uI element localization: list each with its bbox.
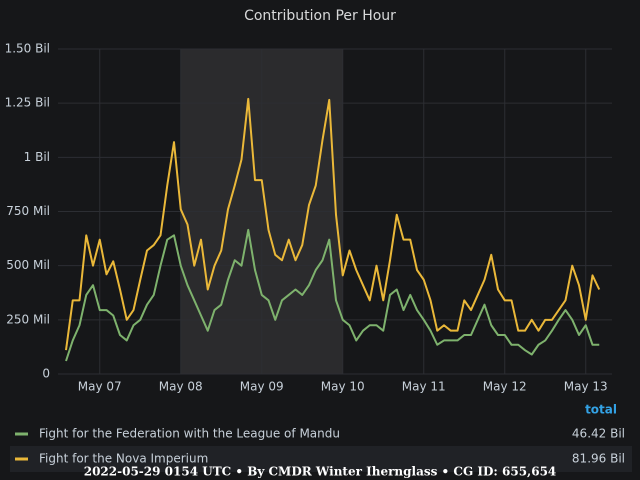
series-line [65, 228, 600, 362]
y-tick-label: 1 Bil [24, 150, 50, 164]
y-tick-label: 250 Mil [6, 312, 50, 326]
x-tick-label: May 09 [240, 380, 284, 394]
legend-total: 81.96 Bil [572, 452, 625, 466]
legend-label[interactable]: Fight for the Federation with the League… [39, 427, 340, 441]
y-tick-label: 1.50 Bil [5, 42, 50, 56]
x-tick-label: May 11 [402, 380, 446, 394]
x-tick-label: May 12 [483, 380, 527, 394]
x-tick-label: May 13 [564, 380, 608, 394]
y-tick-label: 750 Mil [6, 204, 50, 218]
y-tick-label: 0 [42, 367, 50, 381]
y-tick-label: 1.25 Bil [5, 96, 50, 110]
legend-total: 46.42 Bil [572, 427, 625, 441]
y-tick-label: 500 Mil [6, 258, 50, 272]
x-tick-label: May 07 [78, 380, 122, 394]
x-tick-label: May 10 [321, 380, 365, 394]
x-tick-label: May 08 [159, 380, 203, 394]
series-line [65, 97, 601, 351]
legend-row-highlight [10, 446, 632, 472]
legend-column-header[interactable]: total [585, 403, 617, 417]
chart-title: Contribution Per Hour [244, 8, 396, 24]
legend-label[interactable]: Fight for the Nova Imperium [39, 452, 208, 466]
footer: 2022-05-29 0154 UTC • By CMDR Winter Ihe… [84, 465, 557, 479]
